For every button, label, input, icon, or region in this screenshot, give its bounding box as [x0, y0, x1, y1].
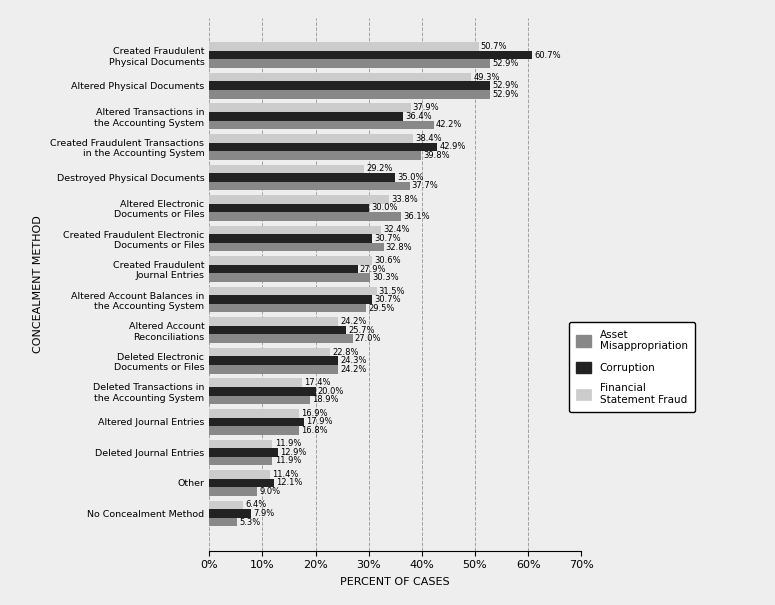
Bar: [209, 335, 353, 343]
Bar: [209, 165, 364, 173]
Bar: [209, 387, 315, 396]
Bar: [209, 90, 491, 99]
Text: 16.8%: 16.8%: [301, 426, 327, 435]
Bar: [209, 318, 338, 326]
Bar: [209, 518, 237, 526]
Bar: [209, 501, 243, 509]
Text: 24.3%: 24.3%: [340, 356, 367, 365]
Bar: [209, 73, 471, 82]
Text: 30.7%: 30.7%: [374, 295, 401, 304]
Text: 35.0%: 35.0%: [398, 173, 424, 182]
Y-axis label: CONCEALMENT METHOD: CONCEALMENT METHOD: [33, 215, 43, 353]
Bar: [209, 212, 401, 221]
Bar: [209, 326, 346, 335]
Text: 37.7%: 37.7%: [412, 182, 439, 191]
Text: 18.9%: 18.9%: [312, 395, 339, 404]
Text: 32.4%: 32.4%: [384, 226, 410, 235]
Bar: [209, 51, 532, 59]
Bar: [209, 257, 372, 265]
Text: 42.9%: 42.9%: [439, 142, 466, 151]
Bar: [209, 234, 373, 243]
Bar: [209, 487, 257, 495]
Text: 22.8%: 22.8%: [332, 348, 359, 357]
Text: 30.3%: 30.3%: [373, 273, 399, 282]
Bar: [209, 295, 373, 304]
Text: 31.5%: 31.5%: [379, 287, 405, 296]
Bar: [209, 426, 298, 434]
Text: 25.7%: 25.7%: [348, 325, 374, 335]
Bar: [209, 265, 357, 273]
Text: 52.9%: 52.9%: [492, 90, 519, 99]
Text: 9.0%: 9.0%: [259, 487, 281, 496]
Bar: [209, 417, 305, 426]
Text: 17.9%: 17.9%: [306, 417, 333, 427]
Legend: Asset
Misappropriation, Corruption, Financial
Statement Fraud: Asset Misappropriation, Corruption, Fina…: [569, 322, 695, 412]
Text: 7.9%: 7.9%: [253, 509, 274, 518]
Bar: [209, 173, 395, 181]
Text: 42.2%: 42.2%: [436, 120, 462, 129]
Text: 30.7%: 30.7%: [374, 234, 401, 243]
Text: 20.0%: 20.0%: [318, 387, 344, 396]
Text: 17.4%: 17.4%: [304, 378, 330, 387]
Text: 52.9%: 52.9%: [492, 59, 519, 68]
Text: 37.9%: 37.9%: [413, 103, 439, 113]
Bar: [209, 151, 421, 160]
Text: 11.9%: 11.9%: [274, 456, 301, 465]
X-axis label: PERCENT OF CASES: PERCENT OF CASES: [340, 577, 450, 587]
Bar: [209, 182, 410, 190]
Text: 27.0%: 27.0%: [355, 334, 381, 343]
Text: 29.2%: 29.2%: [367, 165, 393, 174]
Text: 12.1%: 12.1%: [276, 479, 302, 488]
Text: 60.7%: 60.7%: [534, 51, 560, 60]
Bar: [209, 195, 389, 204]
Bar: [209, 273, 370, 282]
Text: 30.0%: 30.0%: [370, 203, 398, 212]
Bar: [209, 365, 338, 373]
Bar: [209, 457, 273, 465]
Text: 6.4%: 6.4%: [246, 500, 267, 509]
Bar: [209, 143, 437, 151]
Bar: [209, 470, 270, 479]
Bar: [209, 112, 403, 120]
Bar: [209, 348, 330, 356]
Text: 39.8%: 39.8%: [423, 151, 450, 160]
Text: 50.7%: 50.7%: [480, 42, 508, 51]
Bar: [209, 226, 381, 234]
Text: 52.9%: 52.9%: [492, 81, 519, 90]
Bar: [209, 448, 277, 457]
Text: 30.6%: 30.6%: [374, 256, 401, 265]
Bar: [209, 59, 491, 68]
Bar: [209, 287, 377, 295]
Bar: [209, 134, 413, 143]
Text: 16.9%: 16.9%: [301, 409, 328, 418]
Text: 33.8%: 33.8%: [391, 195, 418, 204]
Text: 24.2%: 24.2%: [340, 365, 367, 374]
Bar: [209, 356, 339, 365]
Text: 11.4%: 11.4%: [272, 470, 298, 479]
Text: 36.4%: 36.4%: [405, 112, 432, 121]
Text: 12.9%: 12.9%: [280, 448, 306, 457]
Bar: [209, 243, 384, 251]
Bar: [209, 204, 369, 212]
Bar: [209, 103, 411, 112]
Text: 32.8%: 32.8%: [386, 243, 412, 252]
Bar: [209, 396, 310, 404]
Bar: [209, 409, 299, 417]
Bar: [209, 509, 251, 518]
Bar: [209, 304, 366, 312]
Bar: [209, 479, 274, 487]
Text: 36.1%: 36.1%: [403, 212, 430, 221]
Bar: [209, 42, 479, 51]
Text: 38.4%: 38.4%: [415, 134, 442, 143]
Bar: [209, 82, 491, 90]
Text: 29.5%: 29.5%: [368, 304, 394, 313]
Bar: [209, 379, 301, 387]
Text: 24.2%: 24.2%: [340, 317, 367, 326]
Text: 11.9%: 11.9%: [274, 439, 301, 448]
Text: 5.3%: 5.3%: [239, 517, 261, 526]
Text: 27.9%: 27.9%: [360, 264, 386, 273]
Text: 49.3%: 49.3%: [474, 73, 500, 82]
Bar: [209, 120, 433, 129]
Bar: [209, 440, 273, 448]
